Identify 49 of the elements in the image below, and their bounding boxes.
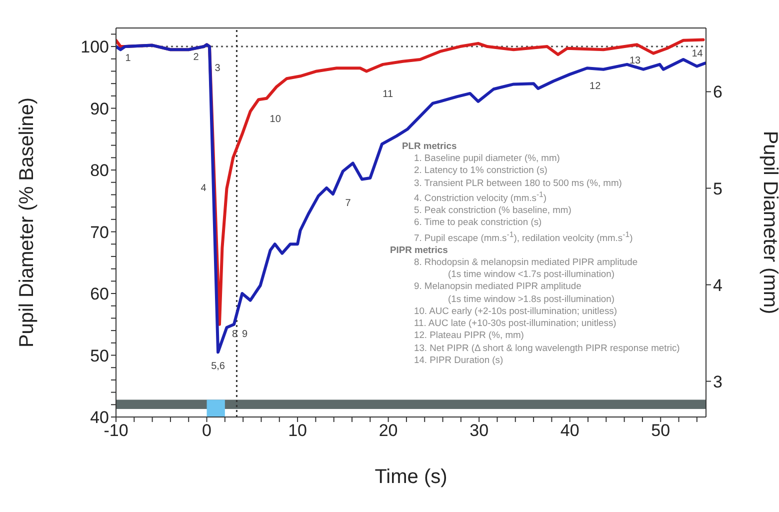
annotation: 11 xyxy=(382,89,394,100)
annotation: 10 xyxy=(270,114,282,125)
x-tick-label: 10 xyxy=(288,421,307,440)
annotation: 1 xyxy=(125,53,132,64)
y2-tick-label: 4 xyxy=(713,276,722,295)
annotation: 3. Transient PLR between 180 to 500 ms (%, mm) xyxy=(414,176,623,189)
annotation: 2. Latency to 1% constriction (s) xyxy=(414,164,548,177)
annotation: 6. Time to peak constriction (s) xyxy=(414,216,543,229)
y-tick-label: 70 xyxy=(90,222,109,242)
annotation: 12 xyxy=(590,80,602,92)
annotation: 2 xyxy=(193,52,200,64)
x-axis-title: Time (s) xyxy=(374,466,448,488)
y-tick-label: 100 xyxy=(80,38,109,57)
annotation: 4 xyxy=(200,183,207,194)
y-tick-label: 60 xyxy=(90,284,109,304)
annotation: 14. PIPR Duration (s) xyxy=(414,354,504,366)
annotation: 9. Melanopsin mediated PIPR amplitude (1s time window >1.8s post-illumination) xyxy=(414,280,616,305)
x-tick-label: 30 xyxy=(470,421,489,440)
y-tick-label: 40 xyxy=(90,408,109,428)
annotation: 1. Baseline pupil diameter (%, mm) xyxy=(414,152,561,164)
y2-tick-label: 3 xyxy=(713,372,722,392)
y-tick-label: 90 xyxy=(90,99,109,118)
annotation: 7 xyxy=(345,198,352,209)
annotation: 9 xyxy=(242,329,248,340)
y-tick-label: 50 xyxy=(90,346,109,366)
x-tick-label: 0 xyxy=(202,421,212,440)
annotation: 11. AUC late (+10-30s post-illumination; unitless) xyxy=(414,317,618,330)
annotation: 3 xyxy=(214,63,221,74)
y2-tick-label: 5 xyxy=(713,179,722,198)
annotation: 14 xyxy=(692,48,704,60)
y2-tick-label: 6 xyxy=(713,82,722,102)
annotation: PLR metrics xyxy=(402,140,458,152)
annotation: 5. Peak constriction (% baseline, mm) xyxy=(414,204,572,216)
y-tick-label: 80 xyxy=(90,161,109,180)
annotation: 4. Constriction velocity (mm.s$^{-1}$) xyxy=(414,188,548,204)
annotation: 12. Plateau PIPR (%, mm) xyxy=(414,329,525,342)
x-tick-label: 50 xyxy=(651,421,670,440)
annotation: PIPR metrics xyxy=(390,244,449,256)
annotation: 5,6 xyxy=(211,360,226,372)
x-tick-label: 40 xyxy=(560,421,580,440)
annotation: 7. Pupil escape (mm.s$^{-1}$), redilation veolcity (mm.s$^{-1}$) xyxy=(414,228,634,244)
annotation: 8. Rhodopsin & melanopsin mediated PIPR amplitude (1s time window <1.7s post-illumination) xyxy=(414,256,639,280)
x-tick-label: 20 xyxy=(378,421,398,440)
y2-axis-title: Pupil Diameter (mm) xyxy=(758,130,779,314)
annotation: 13 xyxy=(629,55,642,66)
annotation: 13. Net PIPR (Δ short & long wavelength PIPR response metric) xyxy=(414,342,680,354)
annotation: 10. AUC early (+2-10s post-illumination; unitless) xyxy=(414,304,618,318)
y-axis-title: Pupil Diameter (% Baseline) xyxy=(16,97,38,348)
annotation: 8 xyxy=(232,329,238,340)
